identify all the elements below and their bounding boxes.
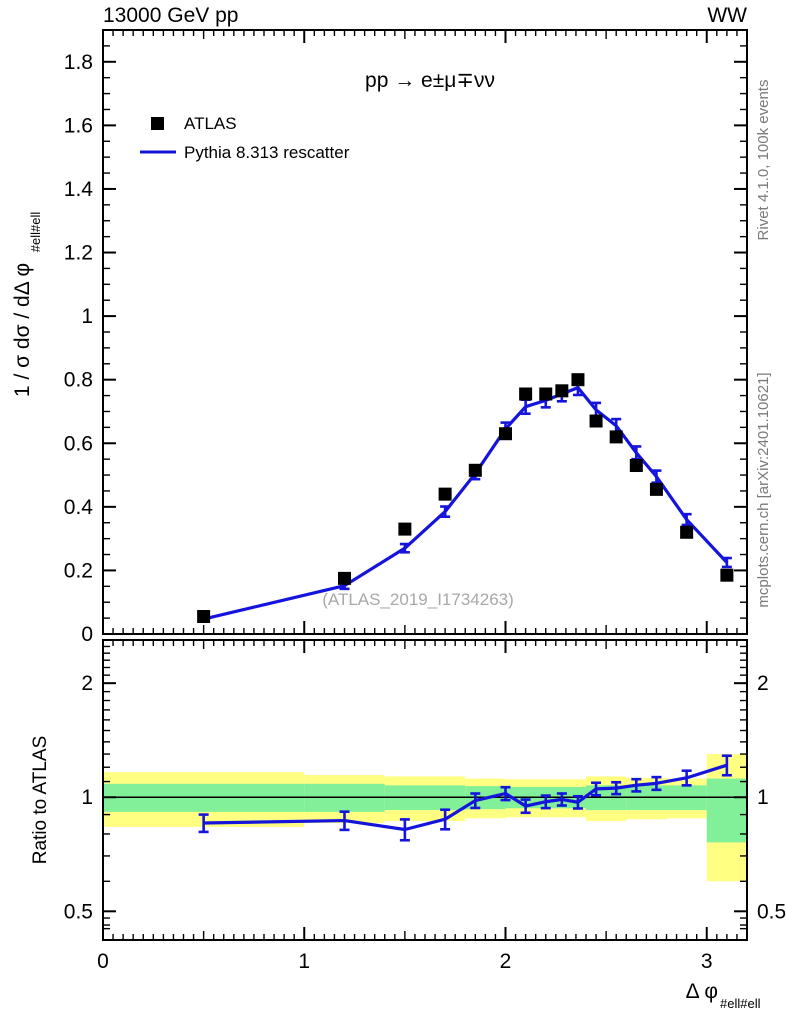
main-y-tick-label: 1 [81, 305, 93, 328]
main-y-axis-label: 1 / σ dσ / dΔ φ #ell#ell [11, 212, 43, 397]
main-y-axis-label-sub: #ell#ell [28, 212, 43, 253]
side-note-bottom: mcplots.cern.ch [arXiv:2401.10621] [755, 372, 772, 607]
atlas-data-point [571, 373, 585, 387]
ratio-y-tick-label: 0.5 [64, 900, 93, 923]
atlas-data-point [468, 463, 482, 477]
main-y-tick-label: 0.6 [64, 432, 93, 455]
dataset-watermark: (ATLAS_2019_I1734263) [322, 590, 514, 609]
main-y-tick-label: 0 [81, 623, 93, 646]
atlas-data-point [438, 487, 452, 501]
x-tick-label: 3 [701, 950, 713, 973]
ratio-y-tick-label: 1 [81, 786, 93, 809]
legend: ATLAS Pythia 8.313 rescatter [140, 114, 350, 162]
ratio-y-tick-label-right: 0.5 [757, 900, 786, 923]
ratio-band-inner [706, 778, 747, 843]
atlas-data-point [338, 571, 351, 585]
header-right: WW [707, 4, 747, 27]
ratio-y-tick-label: 2 [81, 672, 93, 695]
atlas-data-point [680, 525, 694, 539]
main-y-tick-label: 1.6 [64, 114, 93, 137]
main-y-tick-label: 0.2 [64, 559, 93, 582]
side-note-top: Rivet 4.1.0, 100k events [755, 80, 772, 241]
atlas-data-point [499, 427, 512, 441]
legend-label-pythia: Pythia 8.313 rescatter [184, 143, 350, 162]
mc-curve-ratio [203, 763, 728, 832]
ratio-y-tick-label-right: 1 [757, 786, 769, 809]
x-tick-label: 0 [97, 950, 109, 973]
atlas-data-point [555, 384, 569, 398]
atlas-data-point [519, 387, 533, 401]
main-y-tick-label: 0.8 [64, 369, 93, 392]
atlas-data-point [539, 387, 553, 401]
atlas-data-point [197, 610, 211, 624]
x-tick-label: 2 [500, 950, 512, 973]
x-axis-label-text: Δ φ [686, 980, 718, 1003]
atlas-data-point [609, 430, 623, 444]
header-left: 13000 GeV pp [103, 4, 238, 27]
ratio-y-tick-label-right: 2 [757, 672, 769, 695]
main-y-tick-label: 1.4 [64, 178, 94, 201]
main-y-tick-label: 0.4 [64, 496, 94, 519]
plot-layer: 0 0.2 0.4 0.6 0.8 1 1.2 1.4 1.6 1.8 0.5 0.5 1 1 2 2 0 1 2 3 [64, 29, 786, 973]
atlas-data-point [649, 482, 663, 496]
atlas-data-point [629, 459, 643, 473]
x-axis-label-sub: #ell#ell [720, 996, 761, 1011]
atlas-data-point [398, 522, 412, 536]
plot-title: pp → e±μ∓νν [365, 69, 495, 92]
main-y-tick-label: 1.8 [64, 51, 93, 74]
ratio-y-axis-label: Ratio to ATLAS [30, 736, 51, 865]
x-axis-label: Δ φ #ell#ell [686, 980, 761, 1011]
mc-curve-main [203, 386, 729, 621]
main-y-axis-label-text: 1 / σ dσ / dΔ φ [11, 263, 34, 397]
atlas-data-point [589, 414, 603, 428]
legend-label-atlas: ATLAS [184, 114, 237, 133]
main-y-tick-label: 1.2 [64, 242, 93, 265]
x-tick-label: 1 [298, 950, 310, 973]
atlas-data-point [720, 568, 734, 582]
legend-marker-atlas [151, 117, 164, 130]
